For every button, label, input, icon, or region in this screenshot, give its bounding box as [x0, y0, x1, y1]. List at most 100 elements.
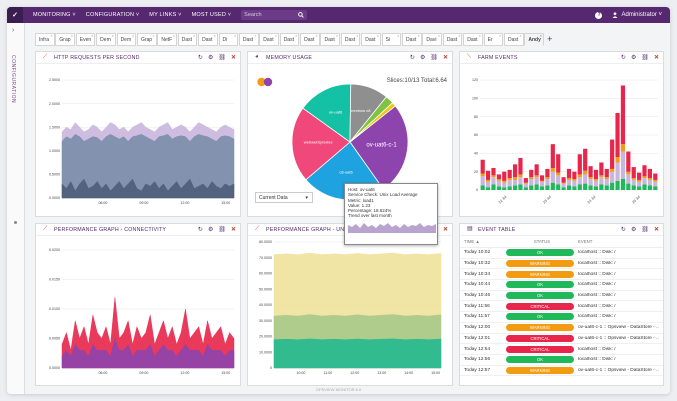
tab-dashboard[interactable]: Infra ×	[35, 33, 55, 46]
table-row[interactable]: Today 10:32 WARNING localhost :: Disk: /	[460, 259, 663, 270]
tab-close-icon[interactable]: ×	[478, 34, 481, 38]
tab-close-icon[interactable]: ×	[417, 34, 420, 38]
tab-dashboard[interactable]: Di ×	[218, 33, 239, 46]
tab-close-icon[interactable]: ×	[193, 34, 196, 38]
add-tab-button[interactable]: +	[547, 34, 553, 44]
close-icon[interactable]: ✕	[230, 55, 236, 61]
refresh-icon[interactable]: ↻	[197, 55, 203, 61]
tab-close-icon[interactable]: ×	[295, 34, 298, 38]
sidebar-configuration-label[interactable]: CONFIGURATION	[10, 55, 16, 104]
table-row[interactable]: Today 11:56 CRITICAL localhost :: Disk: /	[460, 301, 663, 313]
col-status-header[interactable]: STATUS	[533, 239, 551, 244]
col-time-header[interactable]: TIME ▲	[464, 239, 480, 244]
nav-monitoring[interactable]: MONITORING ˅	[33, 12, 76, 18]
tab-dashboard[interactable]: Dast ×	[259, 33, 279, 46]
link-icon[interactable]: ⛓	[430, 55, 438, 61]
refresh-icon[interactable]: ↻	[620, 227, 626, 233]
close-icon[interactable]: ✕	[230, 227, 236, 233]
tab-close-icon[interactable]: ×	[356, 34, 359, 38]
gear-icon[interactable]: ⚙	[630, 227, 637, 233]
search-input[interactable]: Search	[241, 10, 308, 20]
table-row[interactable]: Today 12:56 OK localhost :: Disk: /	[460, 355, 663, 366]
table-row[interactable]: Today 12:01 CRITICAL ov-uat6-c-1 :: Opsvie…	[460, 334, 663, 345]
tab-close-icon[interactable]: ×	[172, 34, 175, 38]
tab-close-icon[interactable]: ×	[254, 34, 257, 38]
tab-close-icon[interactable]: ×	[437, 34, 441, 38]
table-row[interactable]: Today 10:46 OK localhost :: Disk: /	[460, 291, 663, 302]
tab-close-icon[interactable]: ×	[234, 34, 237, 38]
sidebar-toggle-icon[interactable]: ›	[12, 27, 15, 34]
table-row[interactable]: Today 11:57 OK localhost :: Disk: /	[460, 312, 663, 323]
sidebar-handle[interactable]	[14, 221, 17, 224]
gear-icon[interactable]: ⚙	[630, 55, 637, 61]
tab-close-icon[interactable]: ×	[458, 34, 461, 38]
table-row[interactable]: Today 10:34 WARNING localhost :: Disk: /	[460, 269, 663, 281]
tab-dashboard[interactable]: Si ×	[381, 33, 402, 46]
tab-dashboard[interactable]: Dast ×	[361, 33, 381, 46]
tab-close-icon[interactable]: ×	[376, 34, 379, 38]
refresh-icon[interactable]: ↻	[197, 227, 203, 233]
link-icon[interactable]: ⛓	[641, 55, 649, 61]
tab-close-icon[interactable]: ×	[50, 34, 53, 38]
tab-close-icon[interactable]: ×	[315, 34, 318, 38]
tab-close-icon[interactable]: ×	[274, 34, 277, 38]
tab-close-icon[interactable]: ×	[397, 34, 400, 38]
status-badges[interactable]	[257, 76, 277, 88]
table-row[interactable]: Today 10:44 OK localhost :: Disk: /	[460, 280, 663, 291]
tab-dashboard[interactable]: Dem ×	[96, 33, 116, 46]
table-row[interactable]: Today 12:54 CRITICAL localhost :: Disk: /	[460, 344, 663, 355]
tab-close-icon[interactable]: ×	[91, 34, 94, 38]
gear-icon[interactable]: ⚙	[419, 55, 426, 61]
gear-icon[interactable]: ⚙	[207, 227, 214, 233]
tab-close-icon[interactable]: ×	[132, 34, 135, 38]
link-icon[interactable]: ⛓	[641, 227, 649, 233]
tab-dashboard[interactable]: Dast ×	[463, 33, 483, 46]
tab-dashboard[interactable]: Er ×	[483, 33, 504, 46]
help-icon[interactable]: ?	[595, 11, 603, 19]
nav-configuration[interactable]: CONFIGURATION ˅	[85, 12, 140, 18]
tab-dashboard[interactable]: Andy ×	[524, 33, 544, 46]
close-icon[interactable]: ✕	[442, 227, 448, 233]
table-row[interactable]: Today 12:00 WARNING ov-uat6-c-1 :: Opsview…	[460, 323, 663, 334]
refresh-icon[interactable]: ↻	[409, 55, 415, 61]
tab-dashboard[interactable]: Dast ×	[320, 33, 341, 46]
table-row[interactable]: Today 12:57 WARNING ov-uat6-c-1 :: Opsview…	[460, 366, 663, 377]
tab-dashboard[interactable]: Davi ×	[422, 33, 443, 46]
table-row[interactable]: Today 10:02 OK localhost :: Disk: /	[460, 248, 663, 259]
tab-dashboard[interactable]: Dast ×	[177, 33, 198, 46]
tab-close-icon[interactable]: ×	[152, 34, 155, 38]
tab-close-icon[interactable]: ×	[213, 34, 216, 38]
tab-dashboard[interactable]: Dast ×	[198, 33, 218, 46]
close-icon[interactable]: ✕	[442, 55, 448, 61]
tab-dashboard[interactable]: Dem ×	[116, 33, 137, 46]
user-menu[interactable]: Administrator ˅	[621, 12, 662, 18]
tab-dashboard[interactable]: Dast ×	[402, 33, 422, 46]
tab-dashboard[interactable]: Even ×	[75, 33, 96, 46]
close-icon[interactable]: ✕	[653, 55, 659, 61]
tab-close-icon[interactable]: ×	[519, 34, 522, 38]
close-icon[interactable]: ✕	[653, 227, 659, 233]
data-range-select[interactable]: Current Data ▾	[255, 192, 313, 203]
tab-close-icon[interactable]: ×	[111, 34, 114, 38]
refresh-icon[interactable]: ↻	[620, 55, 626, 61]
opsview-logo[interactable]: ✓	[7, 7, 23, 23]
tab-dashboard[interactable]: Dast ×	[340, 33, 361, 46]
nav-most-used[interactable]: MOST USED ˅	[191, 12, 232, 18]
tab-dashboard[interactable]: Grap ×	[136, 33, 157, 46]
link-icon[interactable]: ⛓	[218, 227, 226, 233]
tab-dashboard[interactable]: Dast ×	[300, 33, 320, 46]
tab-close-icon[interactable]: ×	[539, 34, 542, 38]
gear-icon[interactable]: ⚙	[207, 55, 214, 61]
tab-dashboard[interactable]: Dast ×	[442, 33, 463, 46]
tab-close-icon[interactable]: ×	[499, 34, 502, 38]
col-event-header[interactable]: EVENT	[578, 239, 593, 244]
tab-dashboard[interactable]: Dast ×	[503, 33, 524, 46]
search-icon[interactable]	[298, 12, 304, 18]
tab-dashboard[interactable]: NetF ×	[157, 33, 177, 46]
tab-dashboard[interactable]: Grap ×	[55, 33, 75, 46]
tab-dashboard[interactable]: Dast ×	[238, 33, 259, 46]
nav-my-links[interactable]: MY LINKS ˅	[149, 12, 182, 18]
tab-close-icon[interactable]: ×	[70, 34, 73, 38]
tab-close-icon[interactable]: ×	[336, 34, 339, 38]
tab-dashboard[interactable]: Dast ×	[279, 33, 300, 46]
